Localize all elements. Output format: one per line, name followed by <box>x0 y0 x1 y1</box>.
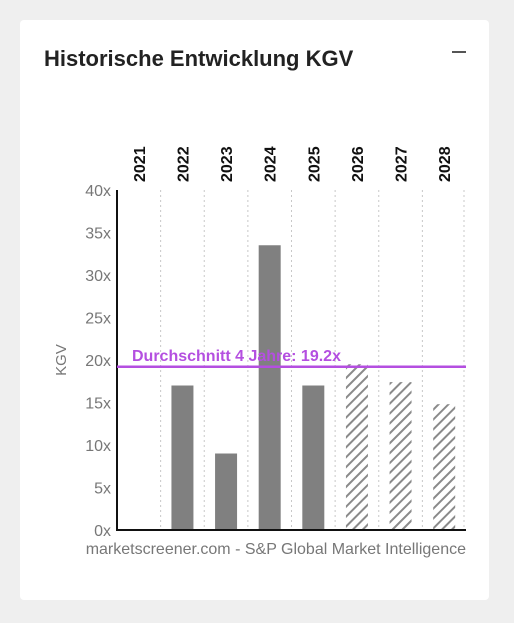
year-labels: 2021 2022 2023 2024 2025 2026 2027 2028 <box>132 146 454 182</box>
year-label-2028: 2028 <box>437 146 454 182</box>
year-label-2024: 2024 <box>263 146 280 182</box>
year-label-2025: 2025 <box>306 146 323 182</box>
axes <box>116 190 466 531</box>
year-label-2022: 2022 <box>175 146 192 182</box>
year-label-2021: 2021 <box>132 146 149 182</box>
card-title: Historische Entwicklung KGV <box>44 46 354 71</box>
y-tick-labels: 0x 5x 10x 15x 20x 25x 30x 35x 40x <box>85 183 111 540</box>
y-tick-label: 20x <box>85 353 111 370</box>
average-label: Durchschnitt 4 Jahre: 19.2x <box>132 348 341 365</box>
minus-icon <box>452 51 466 53</box>
source-text: marketscreener.com - S&P Global Market I… <box>86 541 466 558</box>
y-tick-label: 10x <box>85 438 111 455</box>
bar-2027 <box>389 382 412 530</box>
bars <box>171 245 456 530</box>
bar-2022 <box>171 385 194 530</box>
y-tick-label: 30x <box>85 268 111 285</box>
y-tick-label: 15x <box>85 396 111 413</box>
y-tick-label: 0x <box>94 523 111 540</box>
grid-lines <box>160 190 465 530</box>
y-tick-label: 40x <box>85 183 111 200</box>
bar-2026 <box>345 364 368 530</box>
y-axis-label: KGV <box>53 344 70 376</box>
year-label-2023: 2023 <box>219 146 236 182</box>
y-tick-label: 35x <box>85 226 111 243</box>
bar-2024 <box>258 245 281 530</box>
bar-2023 <box>215 453 238 530</box>
bar-2025 <box>302 385 325 530</box>
chart-card: Historische Entwicklung KGV <box>20 20 489 600</box>
bar-2028 <box>433 404 456 530</box>
average-line-group: Durchschnitt 4 Jahre: 19.2x <box>117 348 466 369</box>
y-tick-label: 5x <box>94 481 111 498</box>
year-label-2027: 2027 <box>394 146 411 182</box>
y-tick-label: 25x <box>85 311 111 328</box>
collapse-button[interactable] <box>450 42 468 60</box>
year-label-2026: 2026 <box>350 146 367 182</box>
